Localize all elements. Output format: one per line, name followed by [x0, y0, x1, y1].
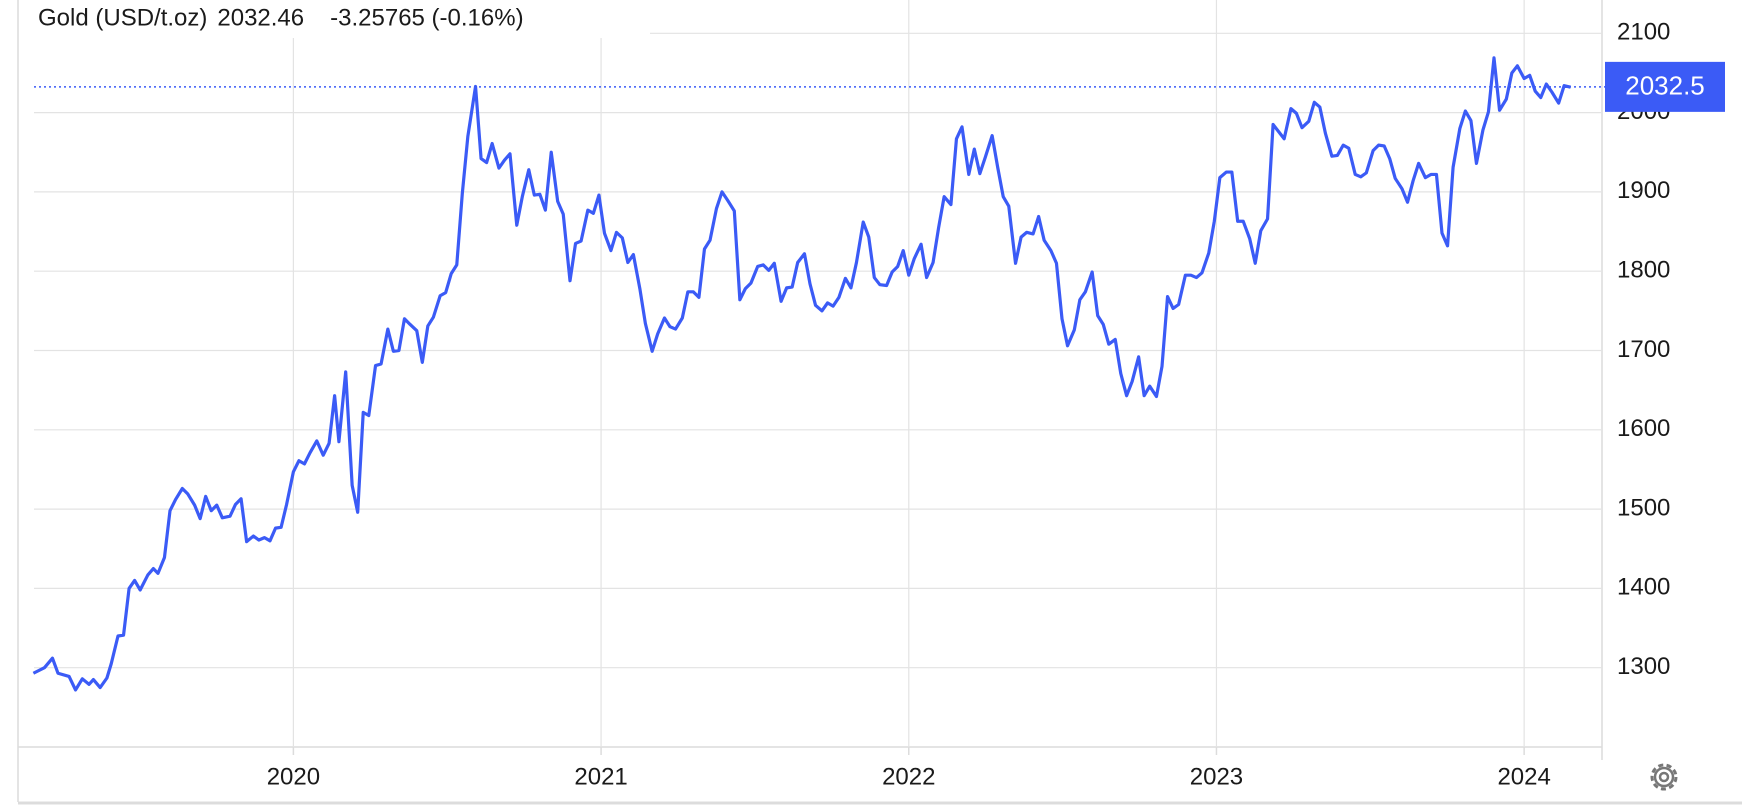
price-change: -3.25765 (-0.16%): [330, 4, 523, 31]
y-tick-label: 1900: [1617, 177, 1670, 204]
y-tick-label: 1400: [1617, 574, 1670, 601]
last-price-box: [1605, 61, 1725, 112]
x-tick-label: 2024: [1497, 763, 1550, 790]
last-price: 2032.46: [217, 4, 304, 31]
y-tick-label: 1600: [1617, 415, 1670, 442]
gear-hole: [1658, 771, 1670, 783]
header-bg: [30, 0, 650, 38]
plot: [32, 56, 1572, 692]
settings-icon[interactable]: [1650, 763, 1678, 791]
x-tick-label: 2020: [267, 763, 320, 790]
gear-body: [1653, 766, 1675, 788]
x-tick-label: 2023: [1190, 763, 1243, 790]
x-tick-label: 2022: [882, 763, 935, 790]
y-tick-label: 1700: [1617, 336, 1670, 363]
y-tick-label: 1800: [1617, 257, 1670, 284]
y-tick-label: 1500: [1617, 494, 1670, 521]
last-price-label: 2032.5: [1625, 71, 1705, 101]
price-line: [32, 56, 1572, 692]
y-tick-label: 1300: [1617, 653, 1670, 680]
instrument-name: Gold (USD/t.oz): [38, 4, 207, 31]
gear-teeth: [1650, 763, 1678, 791]
grid: [34, 0, 1602, 747]
x-tick-label: 2021: [574, 763, 627, 790]
y-tick-label: 2100: [1617, 19, 1670, 46]
